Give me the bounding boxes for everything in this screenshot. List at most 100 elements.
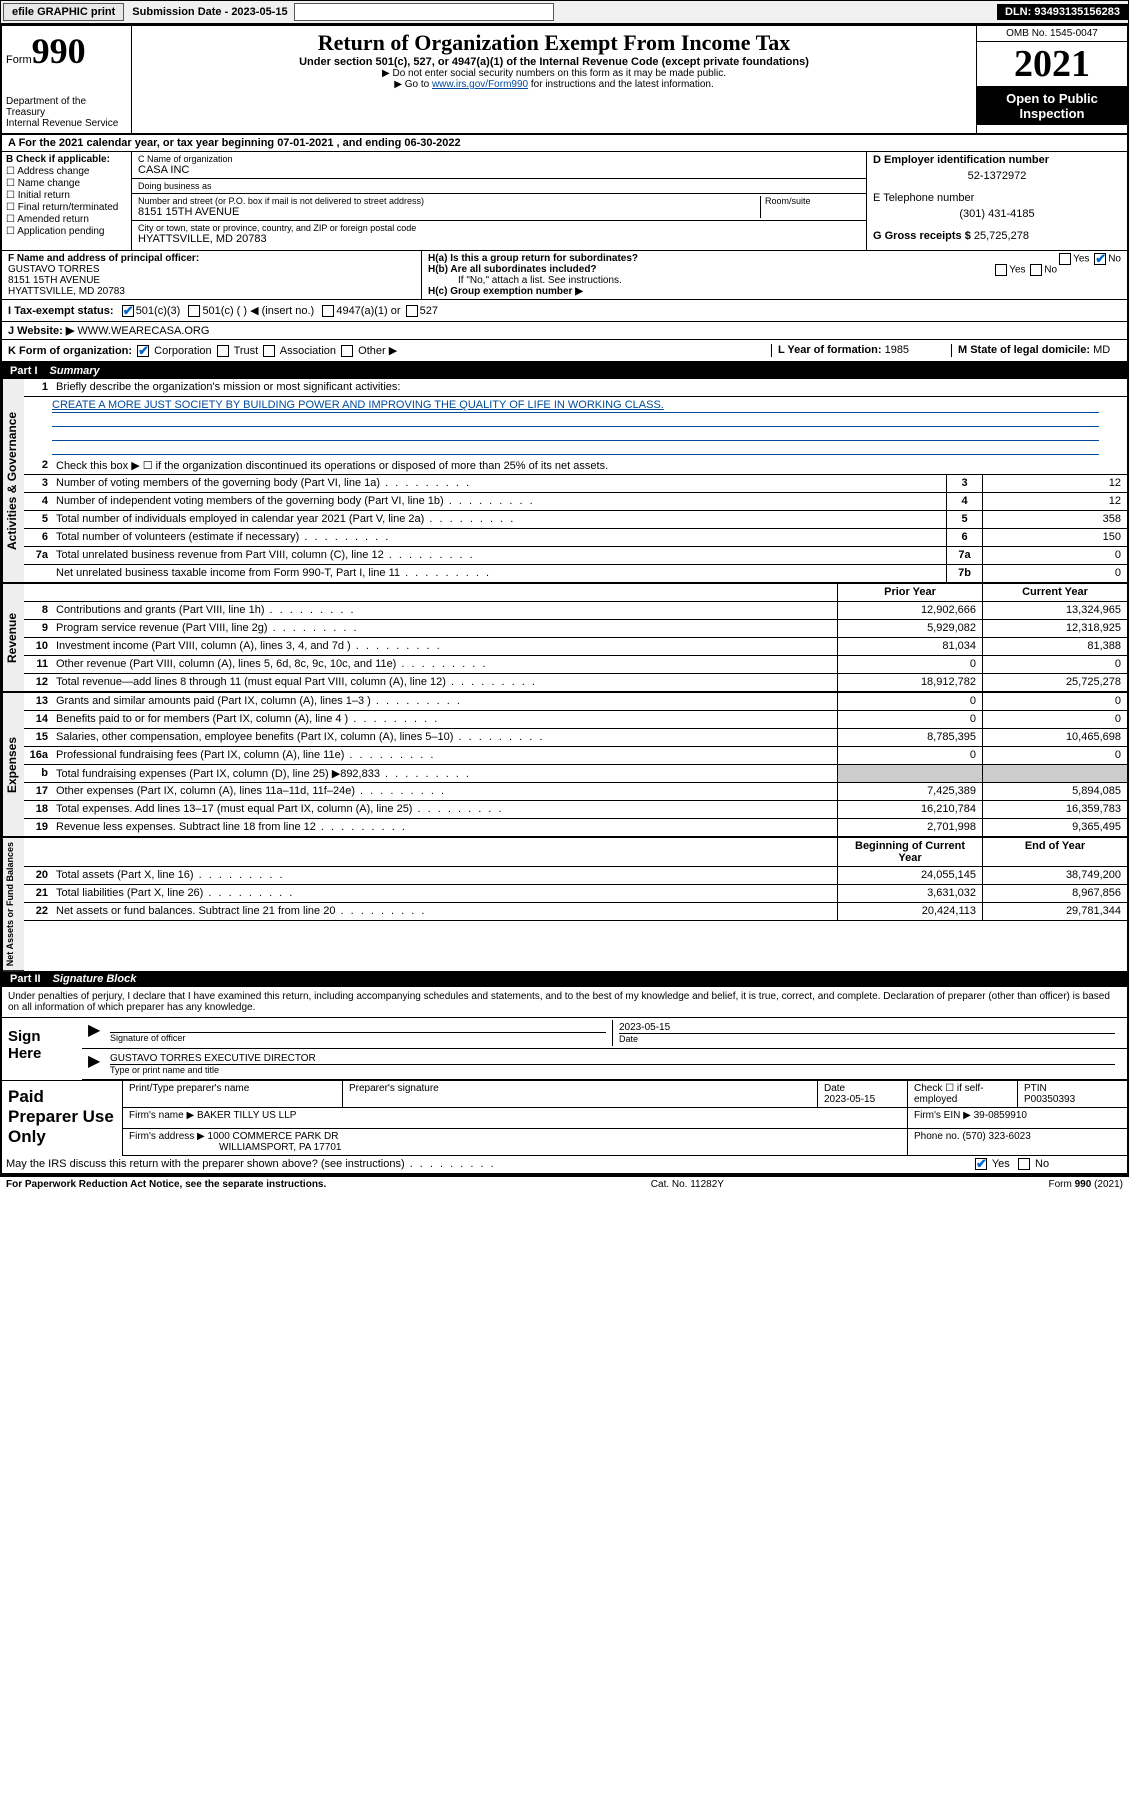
discuss-no[interactable] (1018, 1158, 1030, 1170)
row-k: K Form of organization: Corporation Trus… (2, 340, 1127, 363)
firm-addr2: WILLIAMSPORT, PA 17701 (129, 1142, 341, 1153)
summary-row: 13Grants and similar amounts paid (Part … (24, 693, 1127, 711)
tab-governance: Activities & Governance (2, 379, 24, 583)
domicile: MD (1093, 344, 1110, 356)
chk-527[interactable] (406, 305, 418, 317)
tax-year: 2021 (977, 42, 1127, 87)
summary-row: Net unrelated business taxable income fr… (24, 565, 1127, 583)
footer: For Paperwork Reduction Act Notice, see … (0, 1176, 1129, 1192)
sig-date: 2023-05-15 (619, 1022, 670, 1033)
officer-name-title: GUSTAVO TORRES EXECUTIVE DIRECTOR (110, 1053, 316, 1064)
arrow-icon: ▶ (88, 1020, 104, 1046)
hb-yes[interactable] (995, 264, 1007, 276)
summary-row: 9Program service revenue (Part VIII, lin… (24, 620, 1127, 638)
firm-phone: (570) 323-6023 (962, 1131, 1030, 1142)
prep-date: 2023-05-15 (824, 1094, 875, 1105)
form-990: Form990 Department of the Treasury Inter… (0, 24, 1129, 1176)
telephone: (301) 431-4185 (873, 204, 1121, 224)
form-number: Form990 (6, 30, 127, 72)
summary-row: 14Benefits paid to or for members (Part … (24, 711, 1127, 729)
firm-ein: 39-0859910 (974, 1110, 1027, 1121)
chk-trust[interactable] (217, 345, 229, 357)
summary-row: bTotal fundraising expenses (Part IX, co… (24, 765, 1127, 783)
street-address: 8151 15TH AVENUE (138, 206, 760, 218)
summary-row: 16aProfessional fundraising fees (Part I… (24, 747, 1127, 765)
open-inspection: Open to Public Inspection (977, 87, 1127, 125)
summary-row: 4Number of independent voting members of… (24, 493, 1127, 511)
ein: 52-1372972 (873, 166, 1121, 186)
summary-row: 7aTotal unrelated business revenue from … (24, 547, 1127, 565)
summary-row: 5Total number of individuals employed in… (24, 511, 1127, 529)
summary-row: 19Revenue less expenses. Subtract line 1… (24, 819, 1127, 837)
dln-label: DLN: 93493135156283 (997, 4, 1128, 20)
chk-name-change[interactable]: ☐ Name change (6, 178, 127, 189)
part2-header: Part IISignature Block (2, 971, 1127, 987)
submission-date-label: Submission Date - 2023-05-15 (126, 4, 293, 20)
hb-no[interactable] (1030, 264, 1042, 276)
toolbar: efile GRAPHIC print Submission Date - 20… (0, 0, 1129, 24)
summary-row: 18Total expenses. Add lines 13–17 (must … (24, 801, 1127, 819)
chk-501c3[interactable] (122, 305, 134, 317)
tab-revenue: Revenue (2, 584, 24, 692)
gross-receipts: 25,725,278 (974, 230, 1029, 242)
mission-text: CREATE A MORE JUST SOCIETY BY BUILDING P… (52, 399, 1099, 413)
firm-name: BAKER TILLY US LLP (197, 1110, 297, 1121)
chk-4947[interactable] (322, 305, 334, 317)
perjury-declaration: Under penalties of perjury, I declare th… (2, 987, 1127, 1018)
org-name: CASA INC (138, 164, 860, 176)
box-b: B Check if applicable: ☐ Address change … (2, 152, 132, 250)
box-f: F Name and address of principal officer:… (2, 251, 422, 299)
sign-here-label: Sign Here (2, 1018, 82, 1080)
chk-address-change[interactable]: ☐ Address change (6, 166, 127, 177)
form-title: Return of Organization Exempt From Incom… (140, 30, 968, 56)
ha-yes[interactable] (1059, 253, 1071, 265)
year-formation: 1985 (885, 344, 909, 356)
summary-row: 3Number of voting members of the governi… (24, 475, 1127, 493)
summary-row: 21Total liabilities (Part X, line 26)3,6… (24, 885, 1127, 903)
summary-row: 8Contributions and grants (Part VIII, li… (24, 602, 1127, 620)
irs-link[interactable]: www.irs.gov/Form990 (432, 79, 528, 90)
form-subtitle: Under section 501(c), 527, or 4947(a)(1)… (140, 56, 968, 68)
ssn-note: ▶ Do not enter social security numbers o… (140, 68, 968, 79)
tab-net-assets: Net Assets or Fund Balances (2, 838, 24, 971)
firm-addr1: 1000 COMMERCE PARK DR (208, 1131, 339, 1142)
chk-app-pending[interactable]: ☐ Application pending (6, 226, 127, 237)
efile-print-button[interactable]: efile GRAPHIC print (3, 3, 124, 21)
row-j: J Website: ▶ WWW.WEARECASA.ORG (2, 322, 1127, 340)
summary-row: 20Total assets (Part X, line 16)24,055,1… (24, 867, 1127, 885)
goto-note: ▶ Go to www.irs.gov/Form990 for instruct… (140, 79, 968, 90)
summary-row: 12Total revenue—add lines 8 through 11 (… (24, 674, 1127, 692)
chk-final-return[interactable]: ☐ Final return/terminated (6, 202, 127, 213)
chk-501c[interactable] (188, 305, 200, 317)
summary-row: 6Total number of volunteers (estimate if… (24, 529, 1127, 547)
discuss-row: May the IRS discuss this return with the… (2, 1156, 1127, 1174)
part1-header: Part ISummary (2, 363, 1127, 379)
box-c: C Name of organization CASA INC Doing bu… (132, 152, 867, 250)
box-d: D Employer identification number52-13729… (867, 152, 1127, 250)
website: WWW.WEARECASA.ORG (77, 325, 209, 337)
row-a-period: A For the 2021 calendar year, or tax yea… (2, 135, 1127, 152)
summary-row: 11Other revenue (Part VIII, column (A), … (24, 656, 1127, 674)
discuss-yes[interactable] (975, 1158, 987, 1170)
tab-expenses: Expenses (2, 693, 24, 837)
box-h: H(a) Is this a group return for subordin… (422, 251, 1127, 299)
chk-amended[interactable]: ☐ Amended return (6, 214, 127, 225)
dept-treasury: Department of the Treasury (6, 96, 127, 118)
chk-initial-return[interactable]: ☐ Initial return (6, 190, 127, 201)
ha-no[interactable] (1094, 253, 1106, 265)
summary-row: 15Salaries, other compensation, employee… (24, 729, 1127, 747)
summary-row: 22Net assets or fund balances. Subtract … (24, 903, 1127, 921)
chk-corp[interactable] (137, 345, 149, 357)
paid-preparer-label: Paid Preparer Use Only (2, 1081, 122, 1156)
city-state-zip: HYATTSVILLE, MD 20783 (138, 233, 860, 245)
row-i: I Tax-exempt status: 501(c)(3) 501(c) ( … (2, 300, 1127, 322)
summary-row: 10Investment income (Part VIII, column (… (24, 638, 1127, 656)
submission-blank (294, 3, 554, 21)
chk-assoc[interactable] (263, 345, 275, 357)
ptin: P00350393 (1024, 1094, 1075, 1105)
omb-number: OMB No. 1545-0047 (977, 26, 1127, 42)
arrow-icon: ▶ (88, 1051, 104, 1077)
chk-other[interactable] (341, 345, 353, 357)
irs-label: Internal Revenue Service (6, 118, 127, 129)
summary-row: 17Other expenses (Part IX, column (A), l… (24, 783, 1127, 801)
